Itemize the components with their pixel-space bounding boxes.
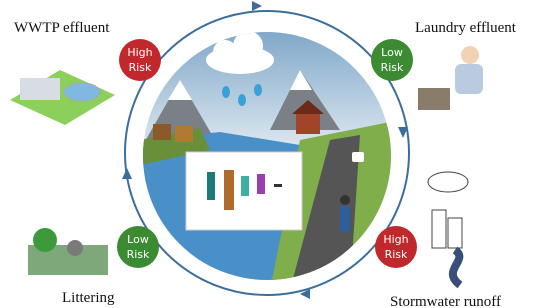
node-label: Littering: [62, 290, 115, 306]
wwtp-icon: [10, 70, 115, 125]
risk-word: Risk: [127, 248, 150, 261]
risk-level: High: [127, 46, 152, 59]
risk-badge: High Risk: [119, 39, 161, 81]
risk-level: Low: [381, 46, 403, 59]
mini-chart: [186, 152, 302, 230]
risk-badge: High Risk: [375, 226, 417, 268]
risk-word: Risk: [129, 61, 152, 74]
node-label: Laundry effluent: [415, 20, 517, 36]
risk-word: Risk: [385, 248, 408, 261]
risk-badge: Low Risk: [371, 39, 413, 81]
stormwater-icon: [428, 172, 468, 285]
laundry-icon: [418, 46, 483, 110]
risk-level: Low: [127, 233, 149, 246]
risk-level: High: [383, 233, 408, 246]
node-label: Stormwater runoff: [390, 294, 501, 308]
diagram: WWTP effluent Laundry effluent Stormwate…: [0, 0, 533, 308]
risk-word: Risk: [381, 61, 404, 74]
risk-badge: Low Risk: [117, 226, 159, 268]
littering-icon: [28, 228, 108, 275]
node-label: WWTP effluent: [14, 20, 110, 36]
